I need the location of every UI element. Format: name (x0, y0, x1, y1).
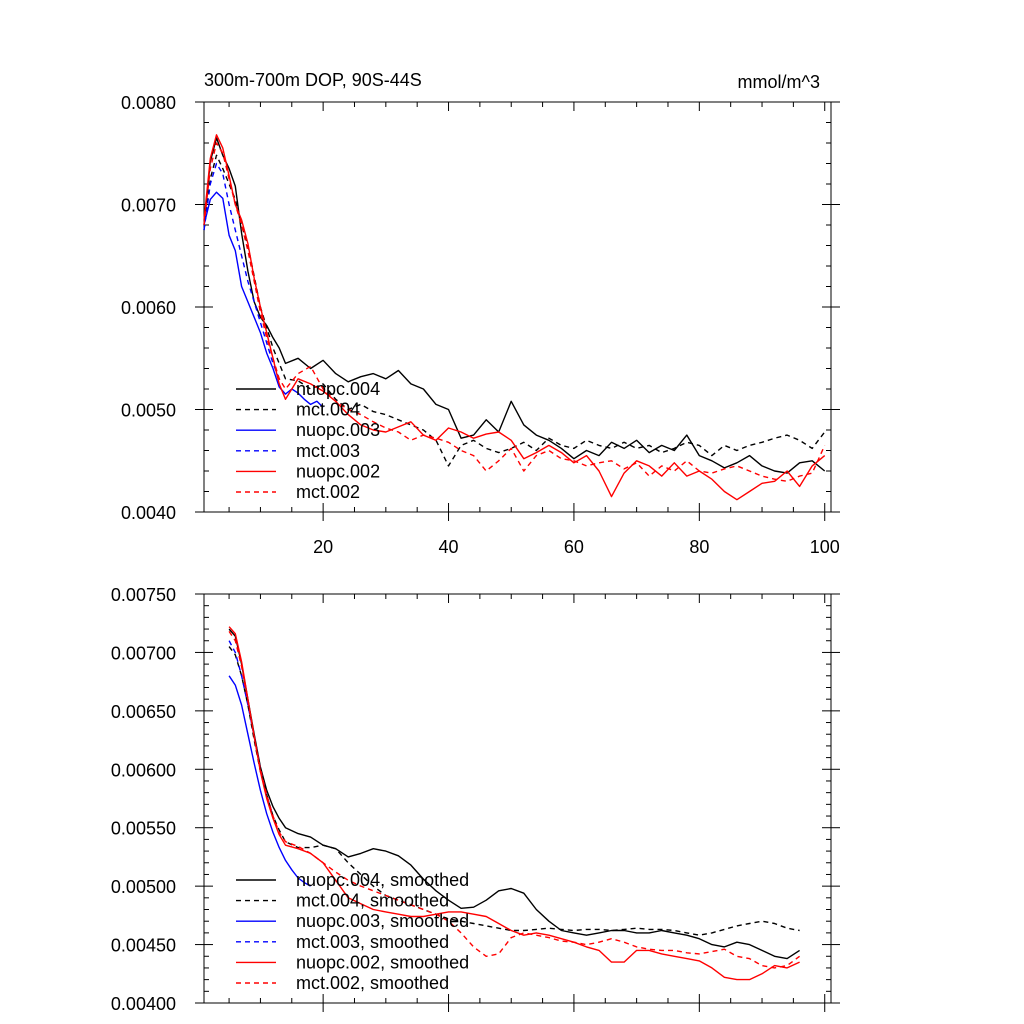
y-tick-label: 0.00550 (111, 819, 176, 839)
chart-title: 300m-700m DOP, 90S-44S (204, 70, 422, 90)
legend-label: nuopc.004, smoothed (296, 870, 469, 890)
y-tick-label: 0.00600 (111, 760, 176, 780)
x-tick-label: 100 (810, 537, 840, 557)
y-tick-label: 0.00450 (111, 936, 176, 956)
legend-label: nuopc.003 (296, 420, 380, 440)
units-label: mmol/m^3 (738, 72, 820, 92)
legend-label: nuopc.004 (296, 379, 380, 399)
y-tick-label: 0.0040 (121, 503, 176, 523)
bottom-panel: 0.00400 0.00450 0.00500 0.00550 0.00600 0.006… (111, 585, 840, 1014)
series-line-nuopc-003 (203, 191, 324, 408)
legend-label: mct.004 (296, 400, 360, 420)
series-line-nuopc-002 (203, 134, 826, 501)
series-line-mct-002 (203, 142, 826, 482)
series-line-mct-003 (203, 162, 280, 380)
legend-label: mct.002, smoothed (296, 973, 449, 993)
legend-label: mct.003, smoothed (296, 932, 449, 952)
y-tick-label: 0.0050 (121, 401, 176, 421)
series-line-nuopc-004 (203, 137, 826, 474)
y-tick-label: 0.00650 (111, 702, 176, 722)
legend-label: mct.004, smoothed (296, 891, 449, 911)
y-tick-label: 0.00400 (111, 994, 176, 1014)
series-line-mct-002-smoothed (228, 631, 801, 969)
plot-frame (203, 593, 832, 1004)
legend-label: mct.002 (296, 482, 360, 502)
series-line-mct-004-smoothed (228, 646, 800, 936)
y-tick-label: 0.0080 (121, 93, 176, 113)
legend-label: nuopc.002 (296, 461, 380, 481)
top-panel: 20 40 60 80 100 0.0040 0.0050 0.0060 0.0070 0.008… (121, 70, 840, 557)
legend-label: mct.003 (296, 441, 360, 461)
y-tick-label: 0.00700 (111, 643, 176, 663)
series-line-nuopc-002-smoothed (228, 626, 800, 981)
x-tick-label: 80 (689, 537, 709, 557)
y-tick-label: 0.00500 (111, 877, 176, 897)
series-line-mct-004 (203, 154, 826, 467)
series-line-nuopc-003-smoothed (228, 675, 311, 887)
legend-label: nuopc.002, smoothed (296, 952, 469, 972)
x-tick-label: 60 (564, 537, 584, 557)
x-tick-label: 40 (439, 537, 459, 557)
y-tick-label: 0.0070 (121, 196, 176, 216)
y-tick-label: 0.00750 (111, 585, 176, 605)
series-line-nuopc-004-smoothed (228, 628, 800, 960)
y-tick-label: 0.0060 (121, 298, 176, 318)
x-tick-label: 20 (313, 537, 333, 557)
legend-label: nuopc.003, smoothed (296, 911, 469, 931)
